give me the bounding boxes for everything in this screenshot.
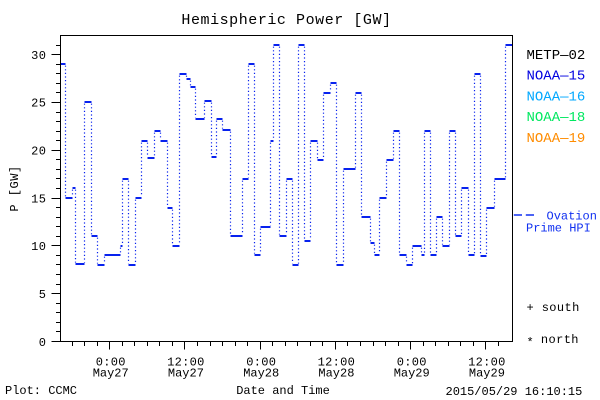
svg-text:15: 15 (31, 192, 46, 206)
svg-text:10: 10 (31, 240, 46, 254)
svg-text:P [GW]: P [GW] (8, 165, 22, 211)
svg-text:12:00: 12:00 (167, 356, 205, 370)
svg-text:May29: May29 (394, 367, 430, 381)
svg-text:Ovation: Ovation (547, 210, 597, 224)
svg-text:Hemispheric Power [GW]: Hemispheric Power [GW] (181, 12, 391, 29)
svg-text:Plot: CCMC: Plot: CCMC (5, 384, 77, 398)
svg-text:0:00: 0:00 (246, 356, 276, 370)
svg-text:north: north (541, 333, 579, 347)
svg-text:NOAA—18: NOAA—18 (527, 110, 586, 126)
svg-text:0:00: 0:00 (96, 356, 126, 370)
svg-text:*: * (527, 336, 534, 350)
svg-text:METP—02: METP—02 (527, 48, 586, 64)
svg-text:Prime HPI: Prime HPI (526, 222, 591, 236)
svg-text:May27: May27 (168, 367, 204, 381)
svg-text:Date and Time: Date and Time (236, 384, 330, 398)
svg-text:20: 20 (31, 145, 46, 159)
svg-text:5: 5 (39, 288, 47, 302)
svg-text:May29: May29 (469, 367, 505, 381)
svg-text:30: 30 (31, 49, 46, 63)
svg-text:25: 25 (31, 97, 46, 111)
svg-text:0:00: 0:00 (397, 356, 427, 370)
svg-text:+ south: + south (527, 301, 580, 315)
svg-text:12:00: 12:00 (468, 356, 506, 370)
svg-text:May28: May28 (243, 367, 279, 381)
svg-text:May28: May28 (318, 367, 354, 381)
svg-text:12:00: 12:00 (318, 356, 356, 370)
svg-text:May27: May27 (93, 367, 129, 381)
svg-text:2015/05/29 16:10:15: 2015/05/29 16:10:15 (446, 385, 583, 399)
svg-text:NOAA—15: NOAA—15 (527, 69, 586, 85)
svg-text:NOAA—16: NOAA—16 (527, 89, 586, 105)
svg-text:0: 0 (39, 336, 47, 350)
svg-text:NOAA—19: NOAA—19 (527, 131, 586, 147)
